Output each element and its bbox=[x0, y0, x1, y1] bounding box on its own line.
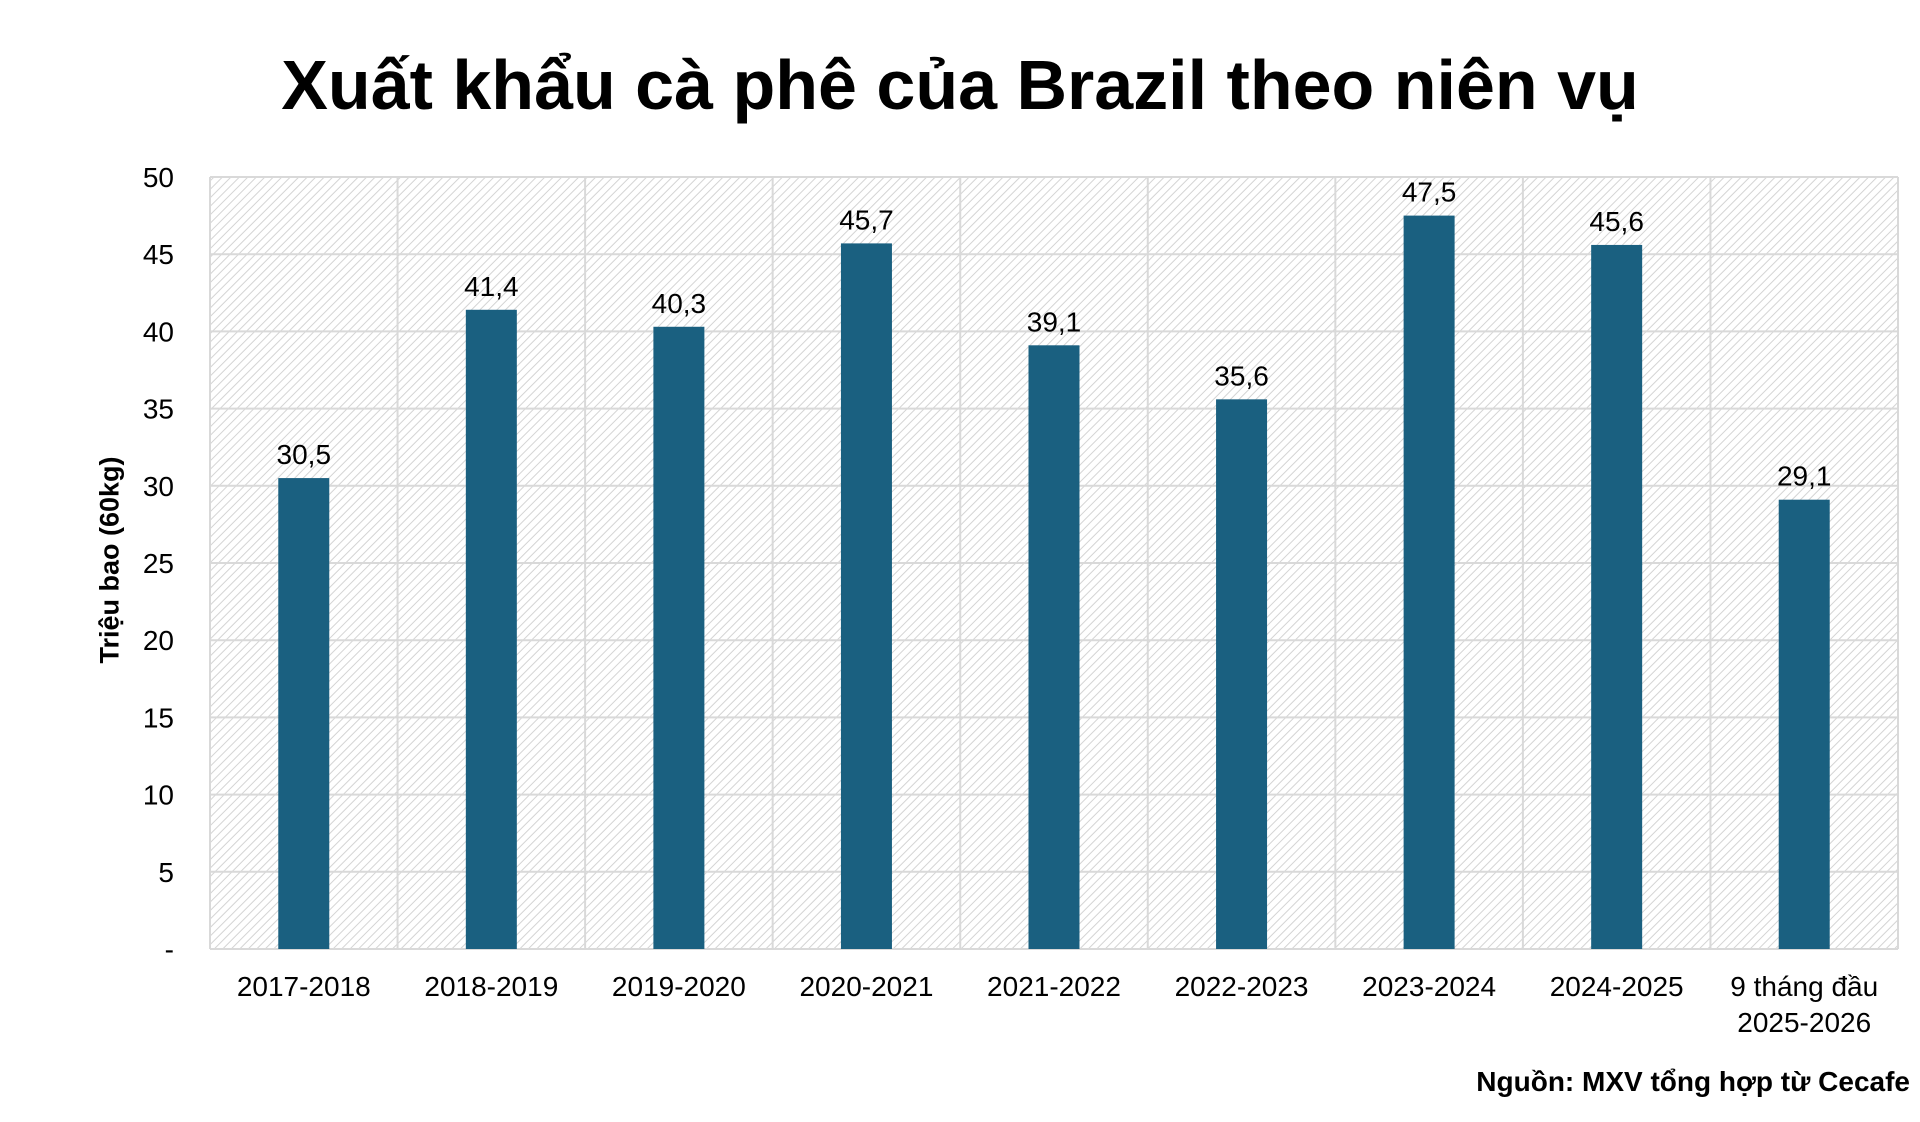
x-tick-label: 2020-2021 bbox=[799, 971, 933, 1002]
bar bbox=[1028, 345, 1080, 949]
y-tick-label: 35 bbox=[143, 394, 174, 425]
y-tick-label: 40 bbox=[143, 316, 174, 347]
x-tick-label: 2023-2024 bbox=[1362, 971, 1496, 1002]
bar bbox=[1216, 399, 1268, 949]
data-label: 45,7 bbox=[839, 204, 894, 235]
x-tick-label: 2022-2023 bbox=[1175, 971, 1309, 1002]
x-tick-label: 2024-2025 bbox=[1550, 971, 1684, 1002]
y-tick-label: 15 bbox=[143, 702, 174, 733]
x-tick-label: 2019-2020 bbox=[612, 971, 746, 1002]
bar bbox=[1778, 499, 1830, 949]
y-tick-label: - bbox=[165, 934, 174, 965]
data-label: 29,1 bbox=[1777, 461, 1832, 492]
y-tick-label: 50 bbox=[143, 162, 174, 193]
x-tick-label: 2018-2019 bbox=[424, 971, 558, 1002]
y-tick-label: 10 bbox=[143, 780, 174, 811]
y-tick-label: 5 bbox=[158, 857, 174, 888]
data-label: 41,4 bbox=[464, 271, 519, 302]
bar bbox=[278, 478, 330, 949]
bar bbox=[1591, 244, 1643, 949]
x-tick-label: 2021-2022 bbox=[987, 971, 1121, 1002]
y-tick-label: 25 bbox=[143, 548, 174, 579]
y-tick-label: 45 bbox=[143, 239, 174, 270]
chart-title: Xuất khẩu cà phê của Brazil theo niên vụ bbox=[281, 46, 1639, 124]
bar bbox=[465, 309, 517, 949]
x-tick-label: 9 tháng đầu 2025-2026 bbox=[1730, 971, 1878, 1038]
data-label: 47,5 bbox=[1402, 177, 1457, 208]
y-tick-label: 30 bbox=[143, 471, 174, 502]
y-tick-label: 20 bbox=[143, 625, 174, 656]
data-label: 35,6 bbox=[1214, 360, 1269, 391]
x-tick-label: 2017-2018 bbox=[237, 971, 371, 1002]
data-label: 30,5 bbox=[277, 439, 332, 470]
bar bbox=[653, 326, 705, 949]
source-note: Nguồn: MXV tổng hợp từ Cecafe bbox=[1476, 1066, 1910, 1097]
data-label: 40,3 bbox=[652, 288, 707, 319]
data-label: 39,1 bbox=[1027, 306, 1082, 337]
bar bbox=[1403, 215, 1455, 950]
data-label: 45,6 bbox=[1589, 206, 1644, 237]
bar bbox=[840, 243, 892, 950]
